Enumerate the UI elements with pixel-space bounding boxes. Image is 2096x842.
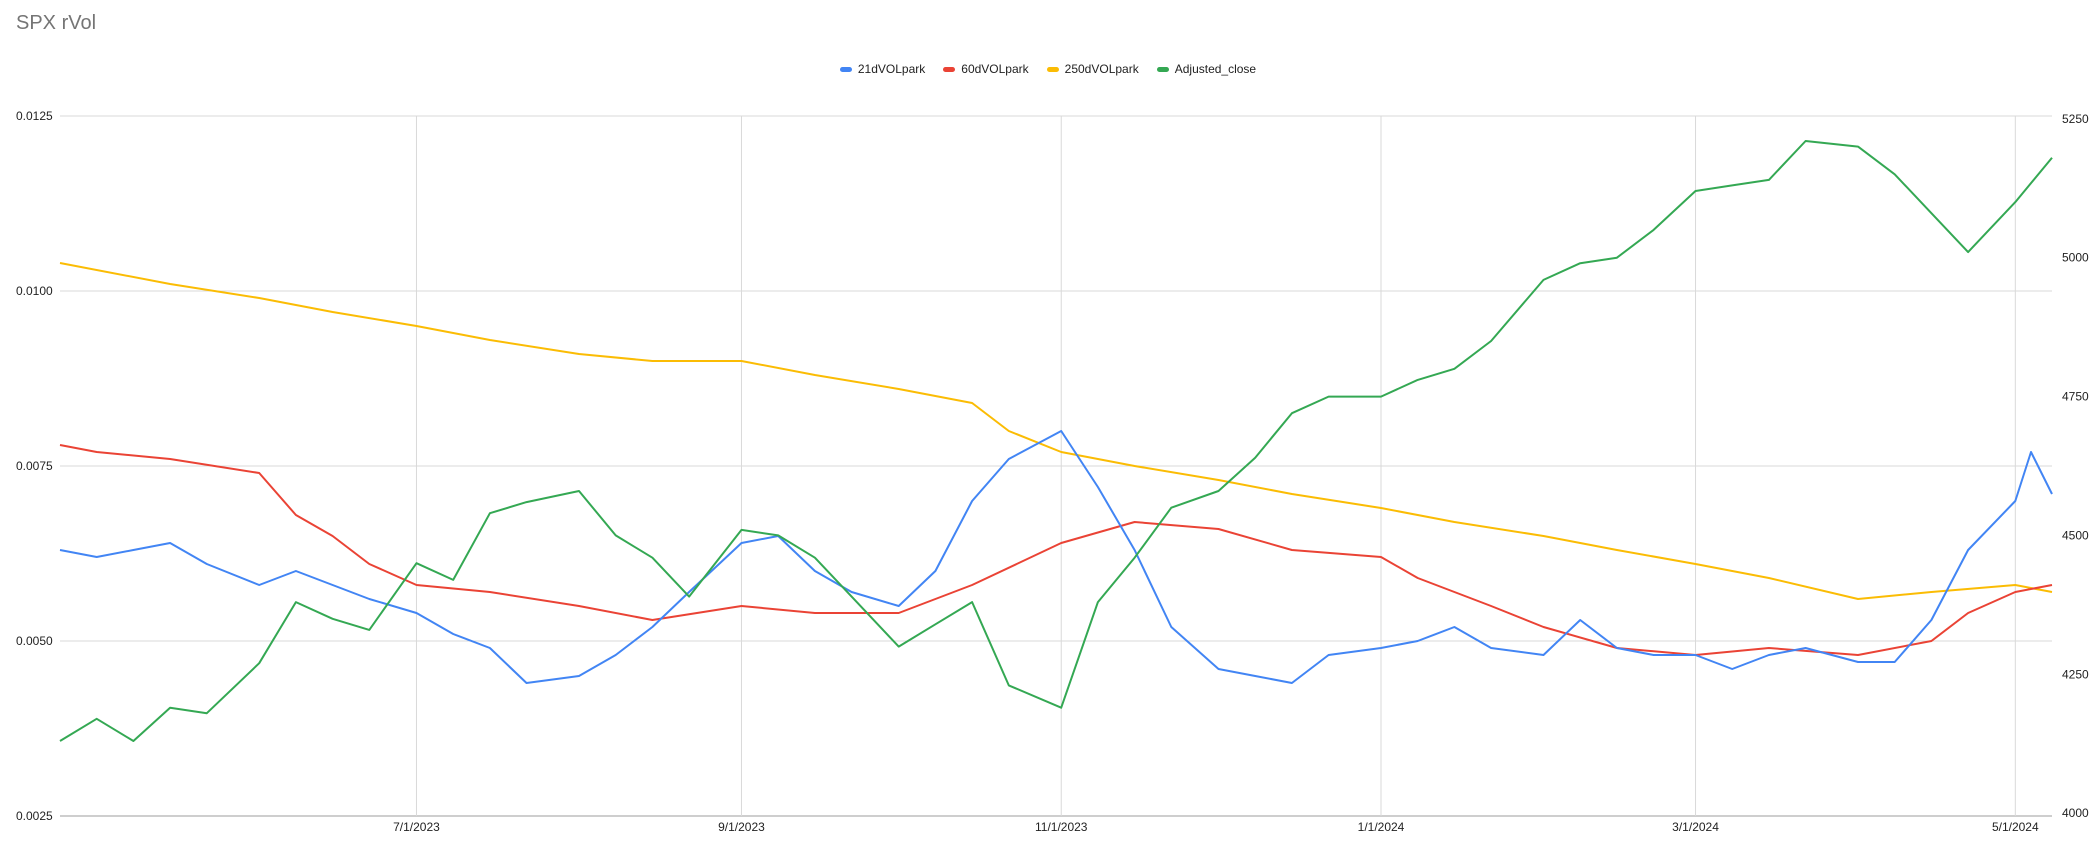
series-line-250dvolpark (59, 262, 2053, 600)
legend-label-21dvolpark: 21dVOLpark (857, 62, 926, 76)
x-tick-label: 3/1/2024 (1672, 820, 1719, 834)
chart-title: SPX rVol (16, 12, 97, 34)
y-left-tick-label: 0.0050 (16, 634, 53, 648)
legend-item-250dvolpark[interactable]: 250dVOLpark (1046, 62, 1139, 76)
series-line-21dvolpark (59, 430, 2053, 684)
y-right-tick-label: 4500 (2062, 528, 2089, 542)
series-line-60dvolpark (59, 444, 2053, 656)
series-line-adjusted-close (59, 140, 2053, 742)
legend-label-60dvolpark: 60dVOLpark (961, 62, 1029, 76)
y-right-tick-label: 4000 (2062, 806, 2089, 820)
x-tick-label: 9/1/2023 (718, 820, 765, 834)
legend-label-adjusted-close: Adjusted_close (1174, 62, 1257, 76)
legend-item-adjusted-close[interactable]: Adjusted_close (1156, 62, 1257, 76)
y-left-tick-label: 0.0100 (16, 284, 53, 298)
x-tick-label: 1/1/2024 (1358, 820, 1405, 834)
legend-swatch-60dvolpark (943, 66, 956, 72)
legend-swatch-21dvolpark (839, 66, 852, 72)
chart-legend: 21dVOLpark 60dVOLpark 250dVOLpark Adjust… (0, 62, 2096, 76)
x-tick-label: 5/1/2024 (1992, 820, 2039, 834)
legend-swatch-250dvolpark (1046, 66, 1059, 72)
y-right-tick-label: 5250 (2062, 112, 2089, 126)
y-right-tick-label: 5000 (2062, 251, 2089, 265)
y-left-tick-label: 0.0025 (16, 809, 53, 823)
x-tick-label: 7/1/2023 (393, 820, 440, 834)
x-tick-label: 11/1/2023 (1035, 820, 1088, 834)
y-right-tick-label: 4250 (2062, 667, 2089, 681)
legend-label-250dvolpark: 250dVOLpark (1064, 62, 1139, 76)
y-right-tick-label: 4750 (2062, 390, 2089, 404)
y-left-tick-label: 0.0125 (16, 109, 53, 123)
y-left-tick-label: 0.0075 (16, 459, 53, 473)
legend-swatch-adjusted-close (1156, 66, 1169, 72)
legend-item-21dvolpark[interactable]: 21dVOLpark (839, 62, 926, 76)
legend-item-60dvolpark[interactable]: 60dVOLpark (943, 62, 1029, 76)
